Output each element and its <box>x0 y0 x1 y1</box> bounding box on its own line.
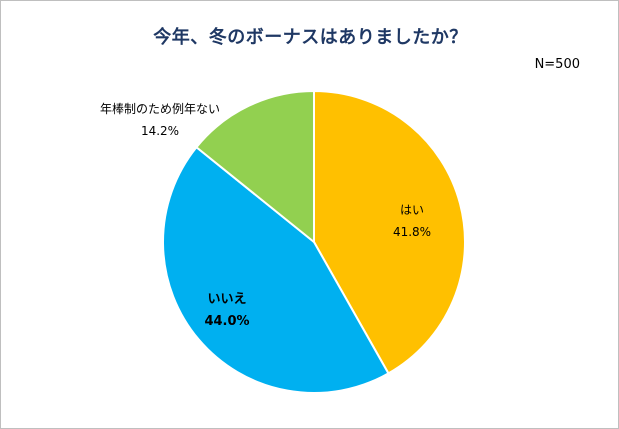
slice-label-1: はい <box>400 203 424 217</box>
slice-value-label-1: 41.8% <box>393 225 431 239</box>
slice-value-label-2: 44.0% <box>204 314 249 329</box>
slice-label-3: 年棒制のため例年ない <box>100 102 220 116</box>
chart-title: 今年、冬のボーナスはありましたか？ <box>153 27 468 48</box>
pie-slice-2 <box>162 145 390 394</box>
pie-slice-3 <box>195 89 315 245</box>
slice-value-label-3: 14.2% <box>141 124 179 138</box>
slice-label-2: いいえ <box>207 292 246 307</box>
sample-size-note: N=500 <box>534 57 580 72</box>
pie-slice-1 <box>313 89 466 375</box>
